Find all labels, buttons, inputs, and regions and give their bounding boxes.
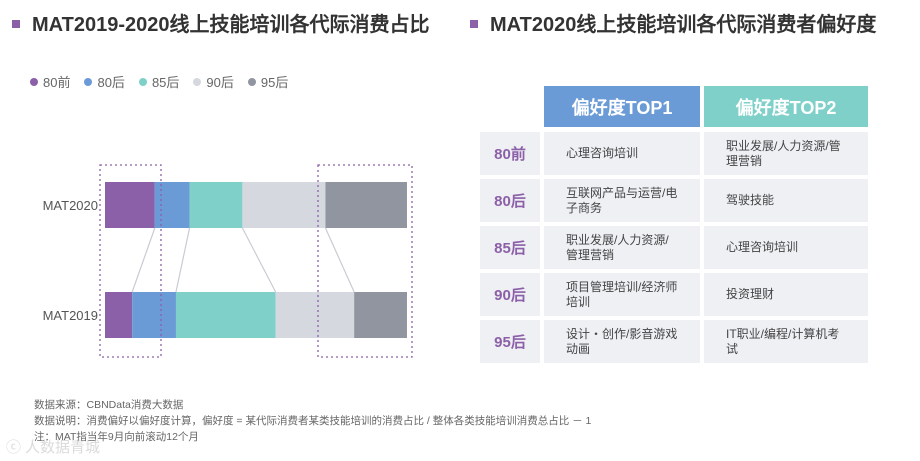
category-label: MAT2020 bbox=[43, 198, 98, 213]
bar-segment bbox=[132, 292, 176, 338]
footnote-note: 注：MAT指当年9月向前滚动12个月 bbox=[34, 431, 199, 443]
legend-dot-icon bbox=[84, 77, 93, 86]
bar-segment bbox=[275, 292, 355, 338]
legend-label: 85后 bbox=[151, 75, 180, 90]
highlight-box-left bbox=[99, 164, 162, 358]
left-chart-title: MAT2019-2020线上技能培训各代际消费占比 bbox=[32, 14, 430, 36]
legend-item-80-before: 80前 bbox=[30, 72, 70, 91]
table-row-label: 90后 bbox=[480, 273, 540, 316]
title-bullet-icon bbox=[470, 20, 478, 28]
legend-label: 95后 bbox=[260, 75, 289, 90]
legend-dot-icon bbox=[247, 77, 256, 86]
chart-legend: 80前 80后 85后 90后 95后 bbox=[30, 72, 288, 91]
left-chart-title-block: MAT2019-2020线上技能培训各代际消费占比 bbox=[12, 12, 432, 39]
legend-item-95s: 95后 bbox=[247, 72, 289, 91]
table-header-top2: 偏好度TOP2 bbox=[704, 86, 868, 127]
bar-segment bbox=[175, 292, 276, 338]
watermark: ⓒ 人数据青城 bbox=[6, 436, 100, 457]
right-table-title: MAT2020线上技能培训各代际消费者偏好度 bbox=[490, 14, 877, 36]
bar-segment bbox=[105, 182, 155, 228]
watermark-text: 人数据青城 bbox=[25, 439, 101, 456]
connector-line bbox=[241, 227, 277, 293]
table-header-top1: 偏好度TOP1 bbox=[544, 86, 700, 127]
bar-segment bbox=[242, 182, 326, 228]
connector-line bbox=[175, 227, 191, 293]
table-row-label: 95后 bbox=[480, 320, 540, 363]
footnote-explanation: 数据说明：消费偏好以偏好度计算，偏好度 = 某代际消费者某类技能培训的消费占比 … bbox=[34, 415, 592, 427]
footnote-source: 数据来源：CBNData消费大数据 bbox=[34, 399, 184, 411]
table-row-label: 85后 bbox=[480, 226, 540, 269]
table-cell-top1: 职业发展/人力资源/管理营销 bbox=[544, 226, 700, 269]
bar-segment bbox=[154, 182, 190, 228]
footnotes: 数据来源：CBNData消费大数据 数据说明：消费偏好以偏好度计算，偏好度 = … bbox=[34, 397, 591, 445]
table-cell-top2: 职业发展/人力资源/管理营销 bbox=[704, 132, 868, 175]
bar-segment bbox=[325, 182, 407, 228]
bar-segment bbox=[189, 182, 243, 228]
legend-label: 80后 bbox=[97, 75, 125, 90]
legend-item-85s: 85后 bbox=[138, 72, 180, 91]
title-bullet-icon bbox=[12, 20, 20, 28]
table-row-label: 80前 bbox=[480, 132, 540, 175]
bar-segment bbox=[354, 292, 407, 338]
legend-item-90s: 90后 bbox=[193, 72, 234, 91]
table-cell-top2: IT职业/编程/计算机考试 bbox=[704, 320, 868, 363]
table-row-label: 80后 bbox=[480, 179, 540, 222]
bar-segment bbox=[105, 292, 133, 338]
highlight-box-right bbox=[317, 164, 413, 358]
right-table-title-block: MAT2020线上技能培训各代际消费者偏好度 bbox=[470, 12, 910, 39]
watermark-logo-icon: ⓒ bbox=[6, 439, 22, 456]
legend-dot-icon bbox=[30, 77, 38, 86]
table-cell-top1: 项目管理培训/经济师培训 bbox=[544, 273, 700, 316]
table-cell-top1: 设计・创作/影音游戏动画 bbox=[544, 320, 700, 363]
connector-line bbox=[131, 227, 156, 293]
legend-item-80s: 80后 bbox=[84, 72, 125, 91]
category-label: MAT2019 bbox=[43, 308, 98, 323]
table-cell-top1: 心理咨询培训 bbox=[544, 132, 700, 175]
stacked-bar-chart: MAT2020 MAT2019 bbox=[43, 164, 413, 358]
table-cell-top1: 互联网产品与运营/电子商务 bbox=[544, 179, 700, 222]
legend-label: 80前 bbox=[43, 75, 71, 90]
legend-dot-icon bbox=[138, 77, 147, 86]
table-cell-top2: 心理咨询培训 bbox=[704, 226, 868, 269]
table-cell-top2: 投资理财 bbox=[704, 273, 868, 316]
connector-line bbox=[324, 227, 355, 293]
table-cell-top2: 驾驶技能 bbox=[704, 179, 868, 222]
legend-label: 90后 bbox=[206, 75, 234, 90]
legend-dot-icon bbox=[193, 77, 202, 86]
